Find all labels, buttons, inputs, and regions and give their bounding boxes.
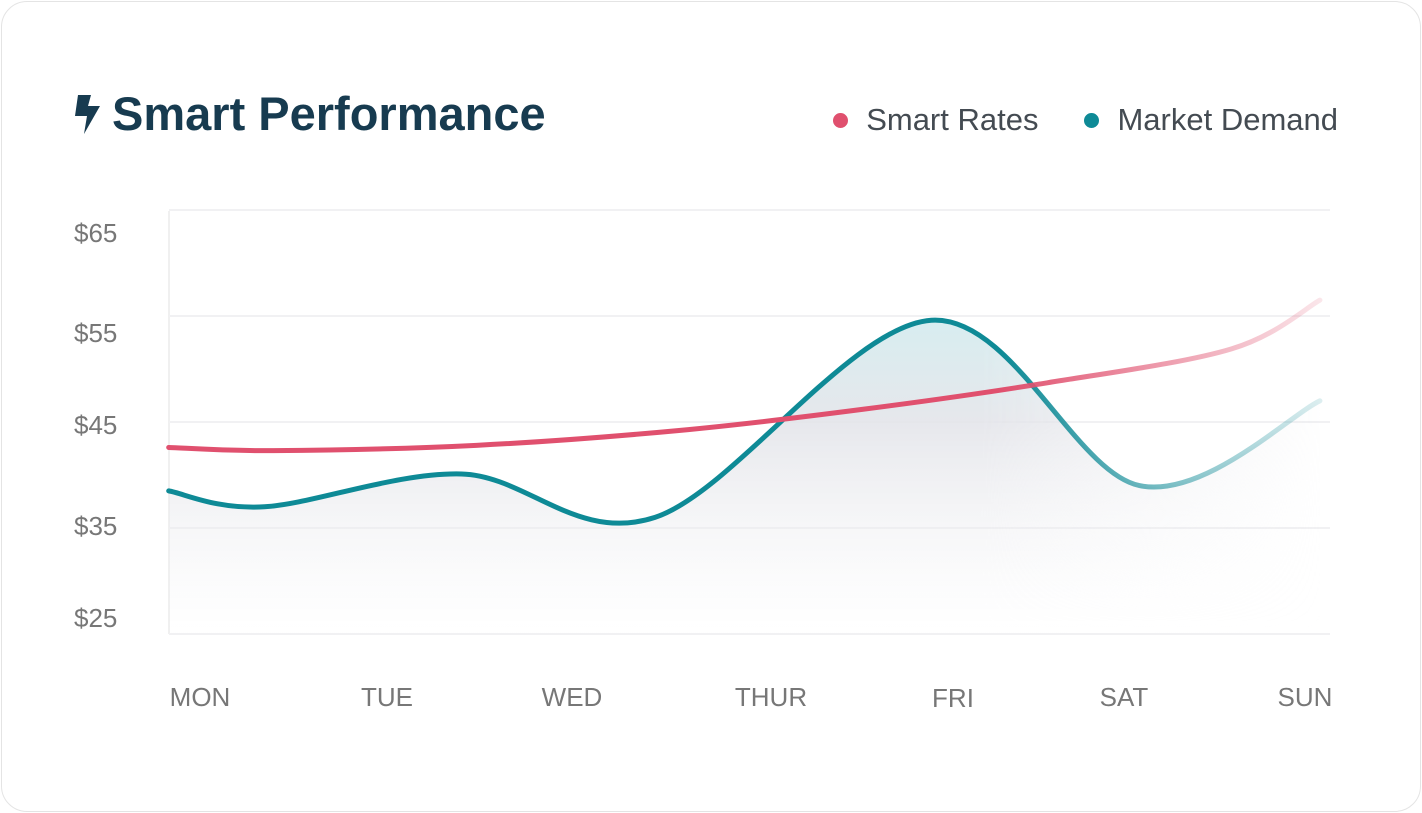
market-demand-dot-icon xyxy=(1084,112,1100,128)
x-tick-label: MON xyxy=(170,682,231,712)
x-tick-label: FRI xyxy=(932,683,974,713)
x-tick-label: SUN xyxy=(1278,682,1333,712)
x-tick-label: THUR xyxy=(735,682,807,712)
chart-title-text: Smart Performance xyxy=(112,87,546,140)
legend-item-smart-rates: Smart Rates xyxy=(833,102,1038,138)
market-demand-line xyxy=(166,317,1323,526)
smart-rates-line xyxy=(166,297,1323,454)
x-axis: MON TUE WED THUR FRI SAT SUN xyxy=(170,682,1333,713)
lightning-bolt-icon xyxy=(75,94,100,134)
market-demand-area xyxy=(168,320,1320,634)
y-axis: $25 $35 $45 $55 $65 xyxy=(74,218,117,633)
area-fills xyxy=(168,300,1320,634)
chart-title: Smart Performance xyxy=(74,86,546,141)
y-tick-label: $65 xyxy=(74,218,117,248)
series-lines xyxy=(166,297,1323,526)
y-tick-label: $55 xyxy=(74,318,117,348)
y-tick-label: $25 xyxy=(74,603,117,633)
legend-label: Market Demand xyxy=(1117,102,1338,137)
legend-label: Smart Rates xyxy=(866,102,1039,137)
smart-rates-dot-icon xyxy=(833,112,849,128)
y-tick-label: $35 xyxy=(74,511,117,541)
legend-item-market-demand: Market Demand xyxy=(1084,102,1338,138)
y-tick-label: $45 xyxy=(74,410,117,440)
legend: Smart Rates Market Demand xyxy=(833,102,1338,138)
x-tick-label: WED xyxy=(542,682,603,712)
x-tick-label: SAT xyxy=(1100,682,1149,712)
x-tick-label: TUE xyxy=(361,682,413,712)
